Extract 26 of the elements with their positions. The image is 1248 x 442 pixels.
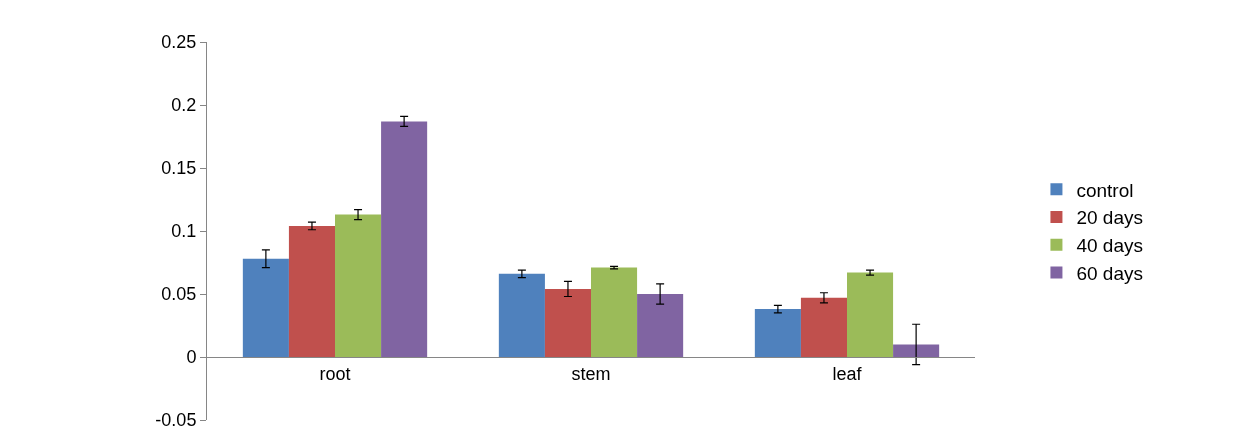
- y-tick-label: 0.25: [161, 32, 197, 53]
- y-tick-label: -0.05: [155, 410, 197, 431]
- bar: [335, 214, 382, 357]
- y-tick-label: 0.15: [161, 158, 197, 179]
- bar: [800, 297, 847, 357]
- y-tick-label: 0.1: [171, 221, 197, 242]
- bar: [381, 121, 428, 357]
- bar: [754, 309, 801, 357]
- bar: [591, 267, 638, 357]
- bar: [288, 225, 335, 357]
- y-tick-label: 0.2: [171, 95, 197, 116]
- legend-label: 60 days: [1076, 262, 1143, 284]
- bar: [242, 258, 289, 357]
- y-tick-label: 0: [186, 347, 197, 368]
- bar: [637, 294, 684, 357]
- legend-label: control: [1076, 179, 1134, 201]
- x-tick-label: stem: [571, 363, 611, 384]
- x-tick-label: root: [319, 363, 351, 384]
- x-tick-label: leaf: [832, 363, 863, 384]
- legend-label: 40 days: [1076, 235, 1143, 257]
- bar: [498, 273, 545, 357]
- legend-label: 20 days: [1076, 207, 1143, 229]
- y-tick-label: 0.05: [161, 284, 197, 305]
- bar: [544, 288, 591, 357]
- bar: [893, 344, 940, 357]
- bar: [847, 272, 894, 357]
